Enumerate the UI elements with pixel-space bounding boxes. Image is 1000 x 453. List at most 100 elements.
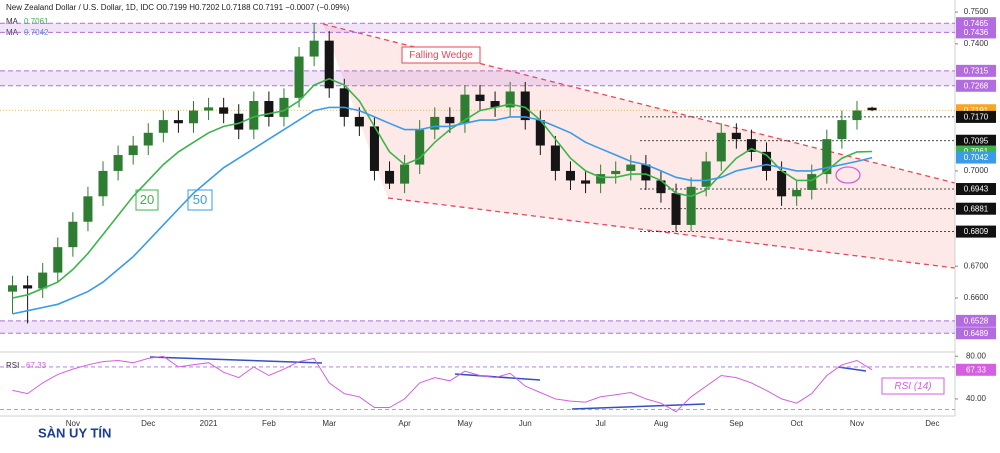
x-tick-label: Oct: [790, 419, 803, 428]
candle-body: [354, 116, 364, 127]
x-tick-label: Nov: [66, 419, 80, 428]
candle-body: [128, 145, 138, 156]
candle-body: [852, 110, 862, 121]
x-tick-label: Mar: [322, 419, 336, 428]
candle-body: [430, 116, 440, 130]
candle-body: [550, 145, 560, 171]
candle-body: [792, 189, 802, 197]
candle-body: [746, 139, 756, 152]
candle-body: [475, 94, 485, 102]
candle-body: [385, 170, 395, 184]
rsi-divergence: [837, 366, 867, 372]
candle-body: [8, 285, 18, 292]
rsi-line: [12, 355, 873, 413]
y-tick-label: 0.6700: [964, 261, 989, 270]
candle-body: [581, 180, 591, 184]
y-tick-label: 40.00: [966, 394, 987, 403]
candle-body: [867, 107, 877, 111]
rsi-divergence: [149, 356, 323, 364]
level-label-bg: [956, 225, 996, 238]
x-tick-label: 2021: [200, 419, 218, 428]
legend-value: 67.33: [26, 361, 47, 370]
zone: [0, 320, 955, 334]
candle-body: [822, 139, 832, 175]
candle-body: [520, 91, 530, 121]
candle-body: [716, 132, 726, 162]
candle-body: [807, 174, 817, 190]
zone-label: 0.7268: [964, 81, 989, 90]
ma-line: [12, 106, 873, 315]
candle-body: [23, 285, 33, 289]
rsi-current-label-bg: [956, 363, 996, 376]
zone-label: 0.7436: [964, 28, 989, 37]
ma20-label: 20: [140, 192, 154, 207]
candle-body: [173, 120, 183, 124]
ma50-label: 50: [193, 192, 207, 207]
x-tick-label: May: [457, 419, 472, 428]
x-tick-label: Dec: [141, 419, 155, 428]
level-label: 0.6881: [964, 204, 989, 213]
candle-body: [294, 56, 304, 98]
candle-body: [279, 97, 289, 117]
candle-body: [701, 161, 711, 187]
candle-body: [249, 101, 259, 130]
legend-value: 0.7061: [24, 17, 49, 26]
ma-line: [12, 77, 873, 299]
y-tick-label: 0.7400: [964, 39, 989, 48]
candle-body: [611, 170, 621, 175]
zone-label: 0.7315: [964, 66, 989, 75]
candle-body: [369, 126, 379, 171]
wedge-label-box: [401, 46, 481, 64]
candle-body: [324, 40, 334, 89]
candle-body: [535, 120, 545, 146]
candle-body: [158, 120, 168, 133]
level-label: 0.6943: [964, 185, 989, 194]
candle-body: [264, 101, 274, 117]
candle-body: [777, 170, 787, 197]
candle-body: [98, 170, 108, 197]
x-tick-label: Jul: [596, 419, 606, 428]
ma20-label-box: [135, 189, 159, 211]
level-label: 0.7170: [964, 113, 989, 122]
highlight-circle: [835, 166, 861, 184]
zone-label-bg: [956, 314, 996, 327]
y-tick-label: 0.7000: [964, 166, 989, 175]
zone-label: 0.6528: [964, 316, 989, 325]
level-label-bg: [956, 134, 996, 147]
x-tick-label: Jun: [519, 419, 532, 428]
rsi-label-box: [881, 377, 945, 395]
zone-label-bg: [956, 26, 996, 39]
candle-body: [686, 186, 696, 225]
x-tick-label: Sep: [729, 419, 744, 428]
level-label-bg: [956, 151, 996, 164]
candle-body: [505, 91, 515, 108]
rsi-current-label: 67.33: [966, 365, 987, 374]
y-tick-label: 80.00: [966, 351, 987, 360]
level-label-bg: [956, 183, 996, 196]
candle-body: [761, 151, 772, 171]
candle-body: [400, 164, 410, 184]
legend-name: RSI: [6, 361, 19, 370]
candle-body: [113, 155, 123, 171]
candle-body: [219, 107, 229, 114]
candle-body: [415, 129, 425, 165]
candle-body: [565, 170, 575, 181]
zone-label: 0.6489: [964, 329, 989, 338]
level-label: 0.6809: [964, 227, 989, 236]
rsi-label: RSI (14): [894, 381, 931, 392]
x-tick-label: Dec: [925, 419, 939, 428]
candle-body: [641, 164, 651, 181]
zone-label-bg: [956, 79, 996, 92]
candle-body: [188, 110, 199, 124]
legend-name: MA: [6, 17, 19, 26]
y-tick-label: 0.6600: [964, 293, 989, 302]
level-label: 0.7191: [964, 106, 989, 115]
candle-body: [143, 132, 153, 146]
x-tick-label: Nov: [850, 419, 864, 428]
zone-label: 0.7465: [964, 19, 989, 28]
candle-body: [38, 272, 48, 289]
chart-title: New Zealand Dollar / U.S. Dollar, 1D, ID…: [6, 3, 350, 12]
level-label-bg: [956, 202, 996, 215]
level-label: 0.7095: [964, 136, 989, 145]
candle-body: [656, 180, 666, 194]
